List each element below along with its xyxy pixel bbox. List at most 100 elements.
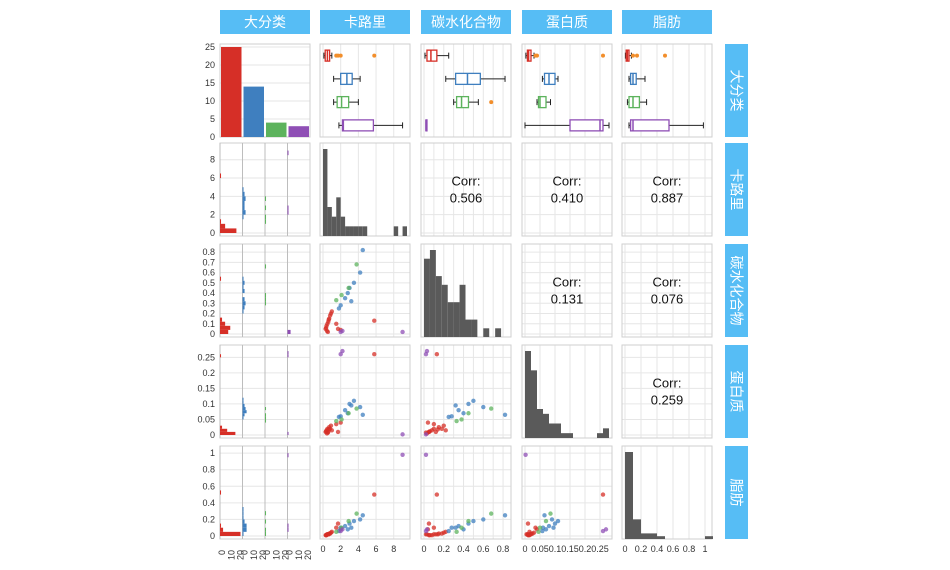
scatter-point (372, 318, 377, 323)
histogram-bar (358, 226, 363, 236)
x-tick-label: 8 (391, 544, 396, 554)
marginal-bar (220, 228, 237, 233)
x-tick-label: 10 (249, 550, 259, 560)
marginal-bar (287, 431, 289, 435)
scatter-point (456, 407, 461, 413)
row-header-label: 蛋白质 (728, 371, 744, 413)
marginal-bar (242, 280, 245, 285)
marginal-bar (220, 431, 236, 435)
marginal-bar (220, 490, 222, 495)
scatter-point (453, 525, 458, 530)
histogram-bar (336, 197, 341, 236)
panel-frame (521, 445, 613, 540)
x-tick-label: 0 (285, 550, 295, 555)
histogram-bar (402, 226, 407, 236)
box-outlier (489, 100, 494, 105)
scatter-point (345, 290, 350, 296)
scatter-point (431, 421, 437, 427)
scatter-point (400, 432, 405, 437)
correlation-value: 0.076 (651, 292, 684, 307)
category-bar (266, 122, 287, 137)
scatter-point (434, 492, 440, 497)
y-tick-label: 0.2 (202, 368, 215, 378)
box-outlier (601, 53, 605, 58)
histogram-bar (331, 216, 337, 236)
marginal-bar (242, 407, 246, 411)
correlation-value: 0.410 (551, 191, 584, 206)
panel-frame (420, 142, 512, 237)
marginal-bar (287, 205, 289, 211)
scatter-point (335, 429, 341, 435)
marginal-bar (265, 527, 267, 532)
y-tick-label: 2 (210, 210, 215, 220)
y-tick-label: 0.2 (202, 309, 215, 319)
marginal-bar (220, 523, 222, 528)
marginal-bar (242, 210, 246, 215)
histogram-bar (459, 284, 466, 337)
marginal-bar (265, 407, 267, 411)
scatter-point (489, 406, 494, 411)
correlation-label: Corr: (553, 275, 582, 290)
x-tick-label: 6 (374, 544, 379, 554)
marginal-bar (287, 523, 289, 528)
y-tick-label: 0 (210, 430, 215, 440)
scatter-point (502, 412, 508, 418)
histogram-bar (603, 428, 609, 438)
marginal-bar (220, 325, 231, 330)
scatter-point (354, 511, 359, 516)
marginal-bar (242, 205, 245, 211)
y-tick-label: 0.6 (202, 268, 215, 278)
scatter-point (454, 529, 459, 535)
x-tick-label: 20 (281, 550, 291, 560)
panel-frame (420, 43, 512, 138)
histogram-bar (327, 207, 332, 236)
histogram-bar (349, 226, 354, 236)
x-tick-label: 0 (421, 544, 426, 554)
marginal-bar (265, 205, 267, 211)
marginal-bar (265, 264, 267, 269)
scatter-point (502, 513, 508, 518)
marginal-bar (265, 416, 267, 420)
scatter-point (600, 492, 606, 497)
scatter-point (543, 518, 549, 524)
column-header-strip (522, 10, 612, 34)
marginal-bar (287, 354, 289, 358)
marginal-bar (242, 410, 247, 414)
histogram-bar (625, 452, 633, 539)
histogram-bar (441, 284, 448, 337)
x-tick-label: 0 (522, 544, 527, 554)
correlation-value: 0.259 (651, 393, 684, 408)
scatter-point (423, 532, 429, 537)
marginal-bar (242, 400, 244, 404)
scatter-point (342, 407, 348, 413)
histogram-bar (323, 149, 328, 236)
column-header-label: 碳水化合物 (431, 15, 501, 31)
histogram-bar (465, 319, 472, 337)
x-tick-label: 0.2 (438, 544, 451, 554)
x-tick-label: 20 (258, 550, 268, 560)
scatter-point (360, 513, 365, 518)
box-outlier (338, 53, 343, 58)
scatter-point (466, 518, 471, 524)
scatter-point (338, 528, 343, 534)
correlation-label: Corr: (452, 174, 481, 189)
scatter-point (551, 525, 556, 530)
y-tick-label: 6 (210, 173, 215, 183)
histogram-bar (555, 423, 561, 438)
box-outlier (372, 53, 377, 58)
scatter-point (346, 285, 351, 291)
scatter-point (423, 352, 429, 357)
histogram-bar (429, 250, 436, 337)
scatter-point (360, 412, 365, 418)
box-iqr (336, 95, 350, 109)
y-tick-label: 0 (210, 228, 215, 238)
scatter-point (423, 452, 429, 457)
x-tick-label: 10 (226, 550, 236, 560)
marginal-bar (242, 200, 245, 206)
scatter-point (349, 403, 354, 408)
scatter-point (552, 521, 558, 526)
scatter-point (446, 414, 451, 420)
y-tick-label: 0.2 (202, 514, 215, 524)
scatter-point (351, 280, 357, 286)
column-header-strip (622, 10, 712, 34)
